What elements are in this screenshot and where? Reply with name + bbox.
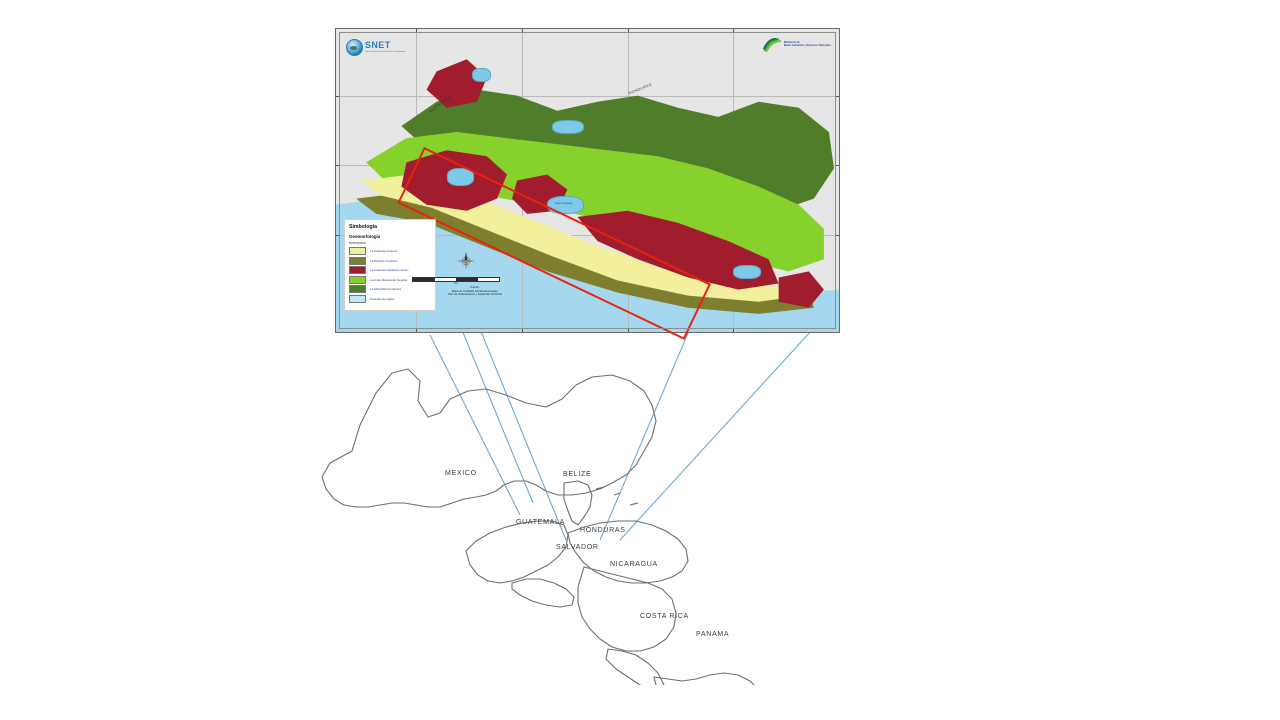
central-america-locator-map[interactable]: MEXICO BELIZE GUATEMALA HONDURAS SALVADO… [300, 355, 860, 685]
legend-item-label: Cuerpos de Agua [370, 296, 394, 301]
legend-item[interactable]: La Montaña Fronteriza [349, 285, 432, 294]
lake-coatepeque [446, 168, 474, 186]
swoosh-logo-icon [762, 38, 781, 52]
costa-rica-outline [605, 648, 665, 685]
legend-item-label: La Cadena Volcánica Joven [370, 268, 409, 273]
snet-logo: SNET Servicio Nacional de Estudios Terri… [346, 39, 406, 56]
guatemala-outline [465, 520, 569, 584]
legend-swatch [349, 294, 366, 303]
mexico-outline [321, 368, 657, 508]
snet-logo-subtitle: Servicio Nacional de Estudios Territoria… [365, 51, 406, 54]
central-america-outline [321, 368, 755, 685]
coast-detail [595, 486, 639, 506]
country-label-panama: PANAMA [696, 631, 730, 638]
compass-rose-icon [457, 252, 475, 270]
country-label-honduras: HONDURAS [580, 527, 626, 534]
graticule-parallel [336, 95, 839, 97]
legend-item[interactable]: La Gran Depresión Central [349, 275, 432, 284]
belize-outline [563, 480, 593, 526]
country-label-belize: BELIZE [563, 471, 592, 478]
legend-item[interactable]: La Cadena Volcánica Joven [349, 266, 432, 275]
legend-item[interactable]: La Planicie Costera [349, 256, 432, 265]
source-note-line-2: Plan de Ordenamiento y Desarrollo Territ… [448, 293, 502, 297]
legend-swatch [349, 275, 366, 284]
legend-item-label: La Cadena Costera [370, 249, 397, 253]
map-legend[interactable]: Simbología Geomorfología Descripción La … [344, 219, 436, 311]
legend-title: Simbología [349, 224, 377, 230]
graticule-parallel [336, 235, 839, 237]
legend-item-label: La Planicie Costera [370, 258, 397, 263]
panama-outline [653, 672, 755, 685]
legend-swatch [349, 266, 366, 275]
lake-label-ilopango: Lago de Ilopango [554, 203, 573, 206]
marn-logo-line-1: Ministerio de [783, 41, 800, 45]
el-salvador-geomorphology-map[interactable]: Lago de Ilopango GUATEMALA HONDURAS SNET… [335, 28, 840, 340]
lake-suchitlan [552, 119, 585, 134]
country-label-salvador: SALVADOR [556, 544, 599, 551]
legend-swatch [349, 256, 366, 265]
scale-bar: Km [412, 277, 500, 285]
marn-logo: Ministerio de Medio Ambiente y Recursos … [762, 38, 831, 52]
legend-column-header: Descripción [349, 240, 366, 245]
marn-logo-line-2: Medio Ambiente y Recursos Naturales [783, 44, 831, 47]
source-note: Fuente: Mapa de Unidades Morfoestructura… [420, 286, 530, 297]
legend-swatch [349, 247, 366, 255]
country-label-mexico: MEXICO [445, 470, 477, 477]
scale-bar-unit: Km [454, 282, 458, 286]
legend-subtitle: Geomorfología [349, 233, 381, 239]
legend-item[interactable]: La Cadena Costera [349, 247, 432, 255]
globe-icon [346, 39, 363, 56]
lake-guija [471, 68, 492, 83]
source-note-heading: Fuente: [470, 286, 480, 289]
country-label-costa-rica: COSTA RICA [640, 613, 689, 620]
legend-swatch [349, 285, 366, 294]
country-label-nicaragua: NICARAGUA [610, 561, 658, 568]
lake-olomega [733, 265, 761, 280]
el-salvador-outline [511, 578, 575, 608]
legend-item[interactable]: Cuerpos de Agua [349, 294, 432, 303]
legend-item-label: La Montaña Fronteriza [370, 287, 402, 292]
snet-logo-name: SNET [365, 40, 391, 51]
country-label-honduras: HONDURAS [627, 82, 653, 96]
source-note-line-1: Mapa de Unidades Morfoestructurales, [451, 289, 499, 293]
lake-ilopango [547, 195, 585, 215]
legend-item-label: La Gran Depresión Central [370, 277, 407, 282]
honduras-outline [567, 520, 689, 584]
country-label-guatemala: GUATEMALA [516, 519, 565, 526]
nicaragua-outline [577, 566, 677, 652]
